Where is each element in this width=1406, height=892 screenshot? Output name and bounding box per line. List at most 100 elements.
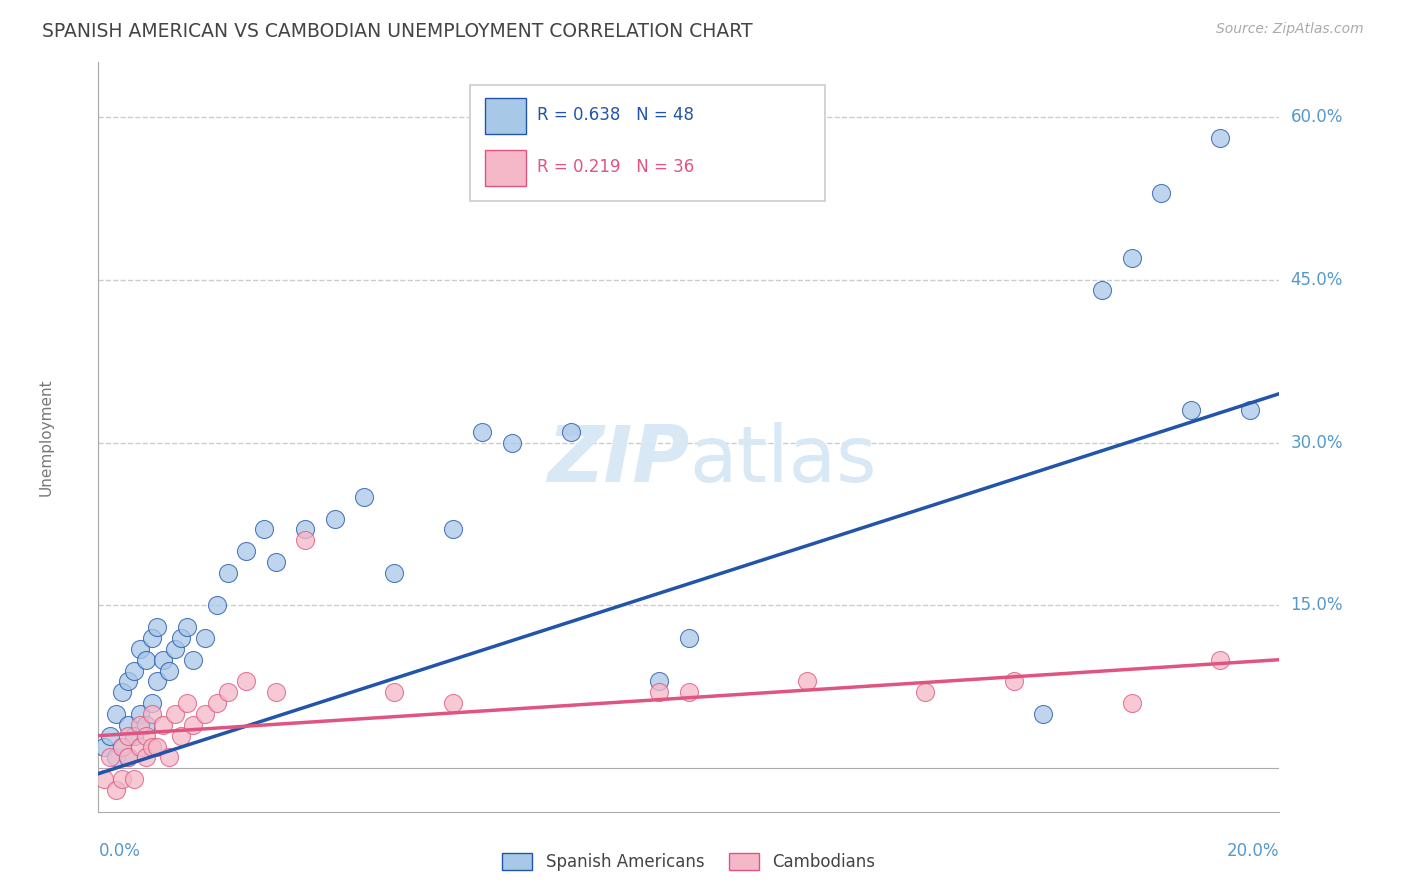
Legend: Spanish Americans, Cambodians: Spanish Americans, Cambodians [502,853,876,871]
Point [253,522,276,536]
FancyBboxPatch shape [485,150,526,186]
Point [382,685,405,699]
Point [678,685,700,699]
Point [353,490,375,504]
Point [98,729,121,743]
Point [117,718,139,732]
Text: 45.0%: 45.0% [1291,270,1343,289]
Text: SPANISH AMERICAN VS CAMBODIAN UNEMPLOYMENT CORRELATION CHART: SPANISH AMERICAN VS CAMBODIAN UNEMPLOYME… [42,22,752,41]
Point [264,685,287,699]
Point [157,750,180,764]
Point [170,631,193,645]
Point [152,718,174,732]
Point [1091,284,1114,298]
Point [264,555,287,569]
Point [382,566,405,580]
Point [678,631,700,645]
Point [111,772,134,786]
Point [165,706,187,721]
Point [796,674,818,689]
Point [135,729,157,743]
Point [205,599,228,613]
Point [146,739,169,754]
Text: Unemployment: Unemployment [38,378,53,496]
Point [111,739,134,754]
Point [323,511,346,525]
Point [111,685,134,699]
Point [141,696,163,710]
Point [117,729,139,743]
Point [128,718,150,732]
Point [441,696,464,710]
Point [141,739,163,754]
Point [146,620,169,634]
Point [1150,186,1173,200]
Point [93,739,115,754]
Point [141,706,163,721]
Point [471,425,494,439]
Point [914,685,936,699]
Point [122,729,145,743]
Point [98,750,121,764]
Point [235,544,257,558]
FancyBboxPatch shape [485,97,526,134]
Point [141,631,163,645]
Point [117,674,139,689]
Point [648,685,671,699]
Point [128,641,150,656]
Point [135,750,157,764]
Point [176,620,198,634]
Point [122,772,145,786]
Point [122,664,145,678]
Point [205,696,228,710]
Text: R = 0.638   N = 48: R = 0.638 N = 48 [537,106,693,124]
Text: atlas: atlas [689,422,876,498]
Point [217,566,239,580]
FancyBboxPatch shape [471,85,825,201]
Point [152,653,174,667]
Point [117,750,139,764]
Point [111,739,134,754]
Point [1121,251,1143,265]
Point [1032,706,1054,721]
Point [170,729,193,743]
Point [146,674,169,689]
Text: 0.0%: 0.0% [98,842,141,860]
Point [176,696,198,710]
Text: 30.0%: 30.0% [1291,434,1343,451]
Point [235,674,257,689]
Point [1002,674,1025,689]
Point [194,631,217,645]
Point [1121,696,1143,710]
Point [128,739,150,754]
Point [441,522,464,536]
Point [648,674,671,689]
Text: 60.0%: 60.0% [1291,108,1343,126]
Point [560,425,582,439]
Point [135,718,157,732]
Text: 20.0%: 20.0% [1227,842,1279,860]
Point [117,750,139,764]
Point [157,664,180,678]
Point [217,685,239,699]
Point [165,641,187,656]
Point [135,653,157,667]
Point [1209,653,1232,667]
Point [181,718,204,732]
Point [501,435,523,450]
Point [105,783,128,797]
Point [1239,403,1261,417]
Point [1209,131,1232,145]
Point [128,706,150,721]
Text: Source: ZipAtlas.com: Source: ZipAtlas.com [1216,22,1364,37]
Point [105,706,128,721]
Text: ZIP: ZIP [547,422,689,498]
Point [93,772,115,786]
Point [1180,403,1202,417]
Point [105,750,128,764]
Text: R = 0.219   N = 36: R = 0.219 N = 36 [537,159,693,177]
Point [294,533,316,548]
Point [294,522,316,536]
Text: 15.0%: 15.0% [1291,597,1343,615]
Point [194,706,217,721]
